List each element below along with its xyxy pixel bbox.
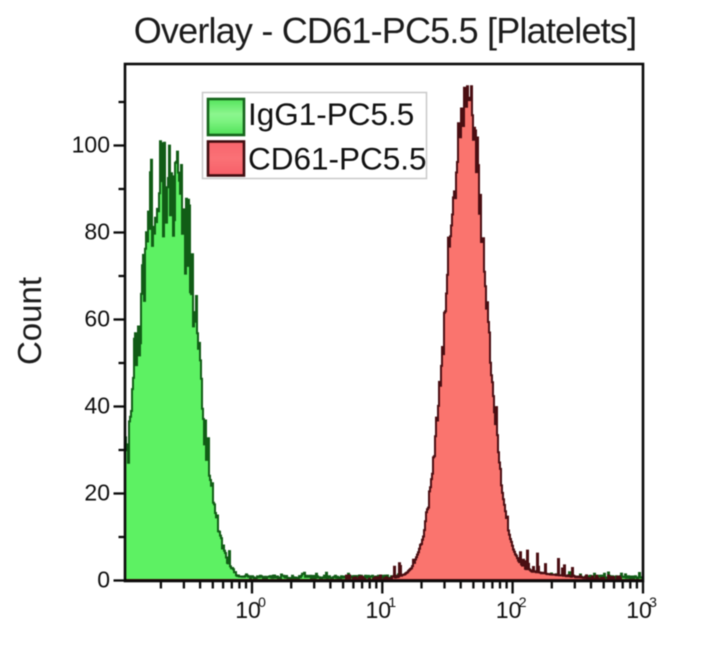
svg-text:1: 1 <box>388 594 396 610</box>
svg-text:10: 10 <box>235 597 261 623</box>
svg-text:Count: Count <box>11 277 48 365</box>
svg-text:IgG1-PC5.5: IgG1-PC5.5 <box>248 96 414 132</box>
svg-text:100: 100 <box>72 132 110 158</box>
svg-text:10: 10 <box>626 597 652 623</box>
svg-text:80: 80 <box>84 219 110 245</box>
svg-text:60: 60 <box>84 306 110 332</box>
svg-text:Overlay - CD61-PC5.5 [Platelet: Overlay - CD61-PC5.5 [Platelets] <box>134 10 637 51</box>
svg-text:3: 3 <box>649 594 657 610</box>
svg-text:10: 10 <box>496 597 522 623</box>
svg-text:2: 2 <box>519 594 527 610</box>
svg-text:40: 40 <box>84 393 110 419</box>
svg-text:0: 0 <box>258 594 266 610</box>
svg-text:CD61-PC5.5: CD61-PC5.5 <box>248 141 427 177</box>
svg-text:0: 0 <box>97 567 110 593</box>
svg-text:20: 20 <box>84 480 110 506</box>
svg-text:10: 10 <box>366 597 392 623</box>
